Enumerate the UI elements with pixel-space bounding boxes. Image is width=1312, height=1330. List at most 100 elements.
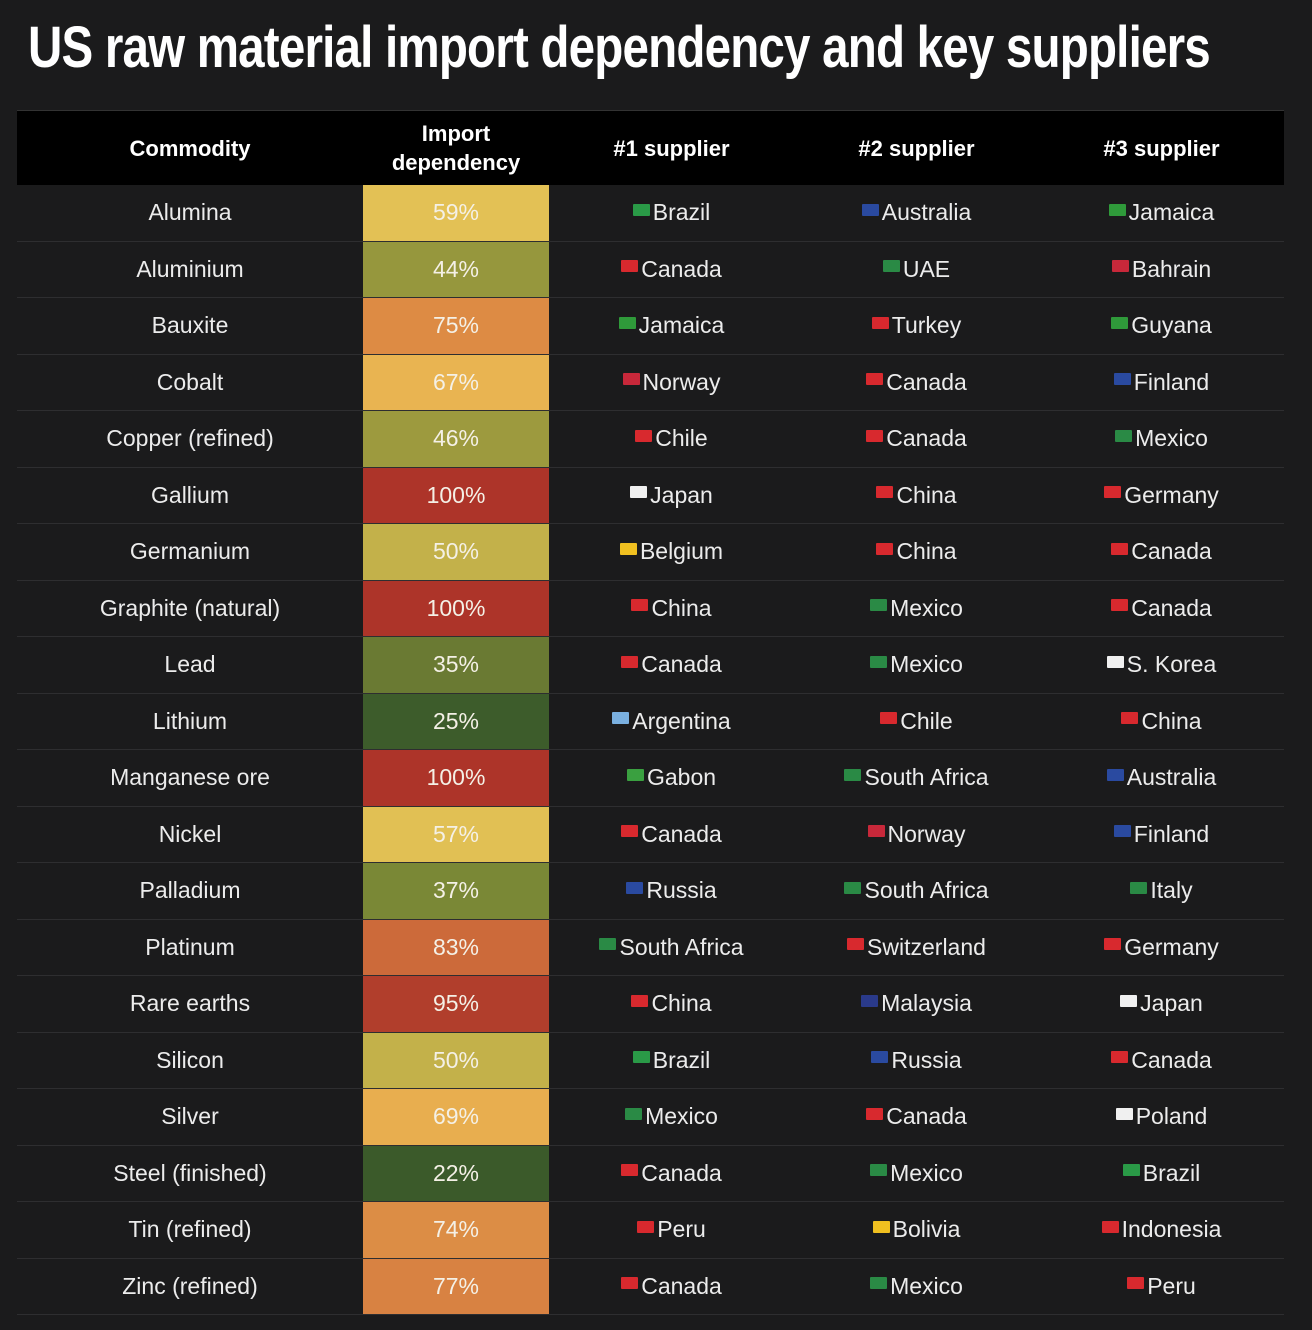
supplier-entry: Bahrain [1111,256,1211,283]
dependency-cell: 37% [363,863,549,919]
flag-icon [871,316,889,329]
supplier-entry: Gabon [626,764,716,791]
header-dependency: Import dependency [363,111,549,185]
supplier-1-cell: Peru [549,1202,794,1258]
supplier-entry: Japan [630,482,713,509]
supplier-2-cell: Russia [794,1033,1039,1089]
supplier-name: Chile [900,707,953,734]
table-row: Bauxite 75% Jamaica Turkey Guyana [17,298,1284,355]
supplier-3-cell: Peru [1039,1259,1284,1315]
supplier-entry: Brazil [632,199,710,226]
supplier-name: Canada [641,651,722,678]
supplier-name: Brazil [1142,1159,1201,1186]
table-row: Gallium 100% Japan China Germany [17,467,1284,524]
table-row: Zinc (refined) 77% Canada Mexico Peru [17,1258,1284,1315]
supplier-entry: Canada [621,1273,722,1300]
supplier-entry: Belgium [619,538,724,565]
supplier-2-cell: Mexico [794,1259,1039,1315]
supplier-entry: South Africa [599,933,744,961]
supplier-2-cell: Mexico [794,637,1039,693]
supplier-entry: Mexico [870,595,963,622]
table-row: Aluminium 44% Canada UAE Bahrain [17,241,1284,298]
supplier-name: South Africa [864,877,989,904]
dependency-cell: 100% [363,580,549,636]
flag-icon [621,1277,639,1290]
commodity-cell: Aluminium [136,255,244,282]
flag-icon [1121,712,1139,725]
flag-icon [866,373,884,386]
supplier-entry: Australia [1106,764,1216,791]
dependency-cell: 74% [363,1202,549,1258]
flag-icon [870,1164,888,1177]
supplier-2-cell: Norway [794,807,1039,863]
table-row: Steel (finished) 22% Canada Mexico Brazil [17,1145,1284,1202]
table-row: Platinum 83% South Africa Switzerland German… [17,919,1284,976]
supplier-name: Norway [887,820,966,847]
supplier-name: Mexico [645,1103,718,1130]
flag-icon [870,599,888,612]
commodity-cell: Cobalt [156,368,224,395]
supplier-3-cell: Germany [1039,468,1284,524]
supplier-3-cell: Bahrain [1039,242,1284,298]
supplier-entry: S. Korea [1106,651,1216,678]
supplier-name: Canada [641,255,722,282]
flag-icon [876,542,894,555]
flag-icon [630,486,648,499]
supplier-3-cell: Canada [1039,524,1284,580]
commodity-cell: Palladium [139,877,241,904]
table-row: Germanium 50% Belgium China Canada [17,524,1284,581]
header-supplier-1: #1 supplier [613,135,730,161]
supplier-3-cell: S. Korea [1039,637,1284,693]
flag-icon [637,1220,655,1233]
flag-icon [599,938,617,951]
supplier-name: Chile [655,425,708,452]
supplier-3-cell: Indonesia [1039,1202,1284,1258]
flag-icon [1106,768,1124,781]
supplier-name: Canada [886,425,967,452]
flag-icon [626,768,644,781]
dependency-cell: 75% [363,298,549,354]
flag-icon [618,316,636,329]
commodity-cell: Lithium [152,707,228,734]
supplier-name: China [651,990,712,1017]
flag-icon [861,994,879,1007]
supplier-2-cell: Canada [794,411,1039,467]
supplier-entry: Chile [880,707,953,735]
flag-icon [871,1051,889,1064]
supplier-name: Belgium [639,538,724,565]
supplier-name: Poland [1135,1103,1208,1130]
supplier-3-cell: Italy [1039,863,1284,919]
supplier-1-cell: Belgium [549,524,794,580]
flag-icon [847,938,865,951]
flag-icon [1113,373,1131,386]
commodity-cell: Zinc (refined) [122,1272,258,1299]
supplier-3-cell: Guyana [1039,298,1284,354]
supplier-entry: Mexico [870,651,963,678]
supplier-name: Russia [891,1046,962,1073]
supplier-3-cell: Brazil [1039,1146,1284,1202]
flag-icon [882,260,900,273]
supplier-name: Canada [886,368,967,395]
header-supplier-3: #3 supplier [1103,135,1220,161]
supplier-name: South Africa [619,933,744,960]
flag-icon [866,429,884,442]
supplier-1-cell: Canada [549,807,794,863]
supplier-name: Canada [1131,538,1212,565]
flag-icon [1113,825,1131,838]
flag-icon [1101,1220,1119,1233]
supplier-name: Canada [641,1272,722,1299]
supplier-2-cell: Switzerland [794,920,1039,976]
commodity-cell: Lead [164,651,216,678]
flag-icon [622,373,640,386]
supplier-3-cell: Japan [1039,976,1284,1032]
supplier-name: Mexico [890,1272,963,1299]
supplier-name: Mexico [1135,425,1208,452]
flag-icon [866,1107,884,1120]
supplier-entry: Peru [1127,1273,1196,1300]
supplier-name: Brazil [652,1046,711,1073]
flag-icon [625,1107,643,1120]
supplier-3-cell: Germany [1039,920,1284,976]
supplier-1-cell: Canada [549,1259,794,1315]
flag-icon [1111,1051,1129,1064]
supplier-3-cell: Canada [1039,581,1284,637]
